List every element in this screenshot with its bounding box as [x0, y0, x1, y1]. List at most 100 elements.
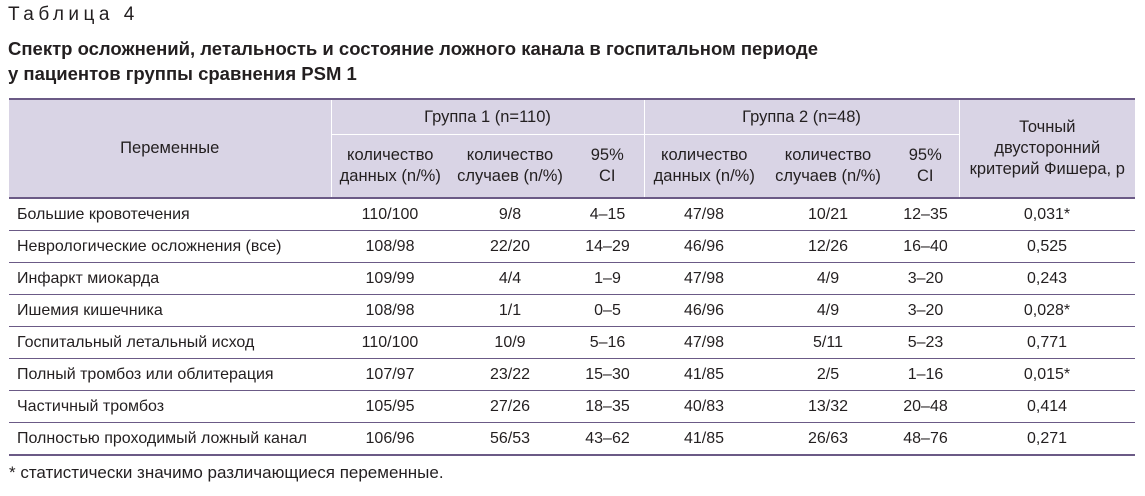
g1-ci: 15–30	[571, 358, 644, 391]
data-table: Переменные Группа 1 (n=110) Группа 2 (n=…	[9, 100, 1136, 454]
g1-ci: 5–16	[571, 326, 644, 359]
g1-case-count: 27/26	[449, 390, 571, 423]
row-variable: Неврологические осложнения (все)	[9, 230, 331, 263]
header-g2-data-count-line-1: количество	[661, 146, 748, 164]
fisher-p: 0,525	[959, 230, 1136, 263]
g1-case-count: 4/4	[449, 262, 571, 295]
g1-data-count: 110/100	[331, 326, 449, 359]
g1-data-count: 110/100	[331, 197, 449, 231]
g1-case-count: 1/1	[449, 294, 571, 327]
g1-data-count: 107/97	[331, 358, 449, 391]
g1-ci: 4–15	[571, 197, 644, 231]
g2-data-count: 47/98	[644, 326, 764, 359]
table-row: Неврологические осложнения (все) 108/98 …	[9, 230, 1136, 263]
header-fisher: Точный двусторонний критерий Фишера, p	[958, 100, 1136, 198]
g1-data-count: 106/96	[331, 422, 449, 454]
header-group-2: Группа 2 (n=48)	[643, 100, 960, 135]
header-g2-ci-line-2: CI	[917, 167, 934, 185]
g2-case-count: 13/32	[764, 390, 892, 423]
g2-case-count: 4/9	[764, 294, 892, 327]
row-variable: Ишемия кишечника	[9, 294, 331, 327]
table-header: Переменные Группа 1 (n=110) Группа 2 (n=…	[9, 100, 1136, 198]
title-line-2: у пациентов группы сравнения PSM 1	[8, 63, 357, 84]
g1-case-count: 23/22	[449, 358, 571, 391]
header-g1-data-count-line-2: данных (n/%)	[339, 167, 441, 185]
g2-data-count: 47/98	[644, 262, 764, 295]
header-g2-case-count-line-2: случаев (n/%)	[775, 167, 881, 185]
g1-data-count: 105/95	[331, 390, 449, 423]
g2-ci: 16–40	[892, 230, 960, 263]
row-variable: Большие кровотечения	[9, 197, 331, 231]
g1-case-count: 9/8	[449, 197, 571, 231]
header-fisher-line-2: двусторонний	[994, 139, 1101, 157]
header-group-1: Группа 1 (n=110)	[330, 100, 644, 135]
g1-case-count: 10/9	[449, 326, 571, 359]
table-row: Частичный тромбоз 105/95 27/26 18–35 40/…	[9, 390, 1136, 423]
row-variable: Госпитальный летальный исход	[9, 326, 331, 359]
header-g2-ci: 95% CI	[892, 134, 960, 198]
fisher-p: 0,031*	[959, 197, 1136, 231]
fisher-p: 0,028*	[959, 294, 1136, 327]
header-g1-case-count-line-2: случаев (n/%)	[457, 167, 563, 185]
row-variable: Полный тромбоз или облитерация	[9, 358, 331, 391]
g2-data-count: 47/98	[644, 197, 764, 231]
header-fisher-line-3: критерий Фишера, p	[969, 160, 1125, 178]
g2-data-count: 40/83	[644, 390, 764, 423]
g2-case-count: 10/21	[764, 197, 892, 231]
fisher-p: 0,243	[959, 262, 1136, 295]
row-variable: Частичный тромбоз	[9, 390, 331, 423]
header-g1-data-count: количество данных (n/%)	[330, 134, 449, 198]
fisher-p: 0,771	[959, 326, 1136, 359]
title-line-1: Спектр осложнений, летальность и состоян…	[8, 38, 819, 59]
table-row: Инфаркт миокарда 109/99 4/4 1–9 47/98 4/…	[9, 262, 1136, 295]
header-g2-data-count: количество данных (n/%)	[643, 134, 764, 198]
g1-data-count: 109/99	[331, 262, 449, 295]
row-variable: Полностью проходимый ложный канал	[9, 422, 331, 454]
g1-case-count: 22/20	[449, 230, 571, 263]
g2-ci: 3–20	[892, 262, 960, 295]
footnote: * статистически значимо различающиеся пе…	[9, 463, 444, 482]
g2-case-count: 2/5	[764, 358, 892, 391]
g2-ci: 3–20	[892, 294, 960, 327]
g2-data-count: 46/96	[644, 230, 764, 263]
g2-case-count: 26/63	[764, 422, 892, 454]
header-g1-data-count-line-1: количество	[347, 146, 434, 164]
g1-case-count: 56/53	[449, 422, 571, 454]
g2-data-count: 41/85	[644, 422, 764, 454]
g1-ci: 0–5	[571, 294, 644, 327]
g1-ci: 14–29	[571, 230, 644, 263]
g1-ci: 1–9	[571, 262, 644, 295]
table-caption: Таблица 4	[8, 4, 139, 25]
g2-data-count: 46/96	[644, 294, 764, 327]
table-title: Спектр осложнений, летальность и состоян…	[8, 36, 1128, 86]
g1-ci: 18–35	[571, 390, 644, 423]
header-g1-ci: 95% CI	[571, 134, 644, 198]
row-variable: Инфаркт миокарда	[9, 262, 331, 295]
g2-ci: 12–35	[892, 197, 960, 231]
data-table-container: Переменные Группа 1 (n=110) Группа 2 (n=…	[9, 98, 1136, 456]
header-fisher-line-1: Точный	[1019, 118, 1076, 136]
table-row: Большие кровотечения 110/100 9/8 4–15 47…	[9, 197, 1136, 231]
fisher-p: 0,414	[959, 390, 1136, 423]
header-g1-ci-line-2: CI	[599, 167, 616, 185]
header-g2-ci-line-1: 95%	[908, 146, 942, 164]
table-row: Полностью проходимый ложный канал 106/96…	[9, 422, 1136, 454]
header-g2-case-count: количество случаев (n/%)	[764, 134, 892, 198]
header-g1-case-count-line-1: количество	[466, 146, 554, 164]
header-g1-ci-line-1: 95%	[590, 146, 624, 164]
header-g2-case-count-line-1: количество	[784, 146, 872, 164]
g2-ci: 1–16	[892, 358, 960, 391]
g1-data-count: 108/98	[331, 230, 449, 263]
g2-data-count: 41/85	[644, 358, 764, 391]
header-variables: Переменные	[9, 100, 331, 198]
g1-data-count: 108/98	[331, 294, 449, 327]
g2-case-count: 12/26	[764, 230, 892, 263]
g1-ci: 43–62	[571, 422, 644, 454]
fisher-p: 0,271	[959, 422, 1136, 454]
g2-ci: 48–76	[892, 422, 960, 454]
table-row: Ишемия кишечника 108/98 1/1 0–5 46/96 4/…	[9, 294, 1136, 327]
header-g2-data-count-line-2: данных (n/%)	[653, 167, 755, 185]
g2-case-count: 5/11	[764, 326, 892, 359]
g2-case-count: 4/9	[764, 262, 892, 295]
table-body: Большие кровотечения 110/100 9/8 4–15 47…	[9, 197, 1136, 454]
